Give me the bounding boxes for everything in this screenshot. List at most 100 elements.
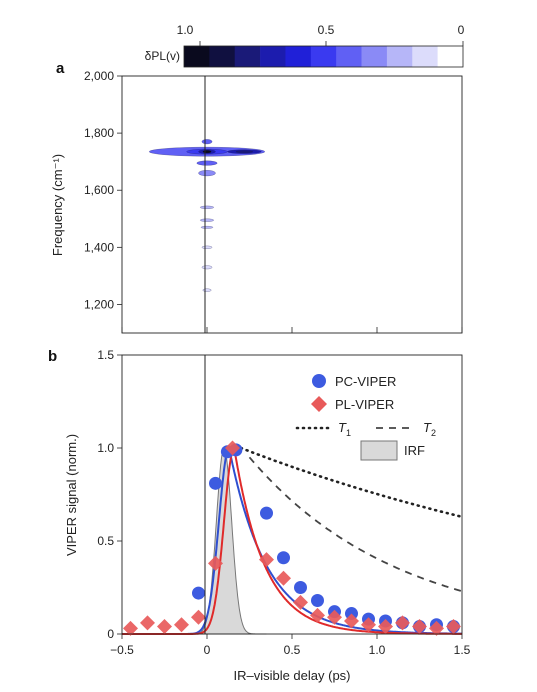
legend-irf-swatch — [360, 440, 398, 461]
pc-viper-point — [277, 551, 290, 565]
panel-b-frame — [121, 354, 463, 635]
x-tick-label: 0.5 — [284, 643, 301, 657]
colorbar-swatch — [209, 46, 236, 67]
colorbar-tick-label: 0.5 — [318, 23, 335, 37]
pl-viper-point — [344, 613, 359, 629]
panel-a-frame — [121, 75, 463, 334]
heatmap-contour — [199, 205, 214, 209]
panel-a-ylabel: Frequency (cm⁻¹) — [50, 154, 65, 256]
legend-pc-viper-label: PC-VIPER — [335, 374, 396, 389]
colorbar: δPL(v) 1.0 0.5 0 — [145, 23, 465, 68]
panel-b-y-axis: 0 0.5 1.0 1.5 — [97, 348, 122, 641]
x-tick-label: 0 — [204, 643, 211, 657]
heatmap-contour — [199, 218, 214, 222]
pl-viper-point — [157, 619, 172, 635]
heatmap-contour — [201, 265, 213, 270]
y-tick-label: 1,800 — [84, 126, 114, 140]
pl-viper-point — [327, 609, 342, 625]
pl-viper-point — [395, 615, 410, 631]
colorbar-swatch — [184, 46, 210, 67]
pl-viper-point — [310, 607, 325, 623]
colorbar-swatch — [234, 46, 261, 67]
y-tick-label: 2,000 — [84, 69, 114, 83]
panel-a-x-ticks — [121, 327, 463, 333]
panel-a: 1,200 1,400 1,600 1,800 2,000 Frequency (cm⁻… — [50, 69, 463, 334]
panel-a-y-axis: 1,200 1,400 1,600 1,800 2,000 — [84, 69, 122, 311]
x-tick-label: 1.0 — [369, 643, 386, 657]
legend-pl-viper-marker — [311, 396, 327, 412]
pl-viper-point — [276, 570, 291, 586]
x-tick-label: 1.5 — [454, 643, 471, 657]
colorbar-tick-label: 1.0 — [177, 23, 194, 37]
legend-t1-label: T1 — [338, 420, 351, 438]
colorbar-swatch — [260, 46, 286, 67]
panel-b-plot — [122, 440, 464, 636]
legend-pc-viper-marker — [312, 374, 326, 388]
pl-viper-point — [446, 619, 461, 635]
y-tick-label: 0 — [107, 627, 114, 641]
legend-t2-letter: T — [423, 420, 432, 435]
panel-b-ylabel: VIPER signal (norm.) — [64, 434, 79, 556]
colorbar-label: δPL(v) — [145, 49, 180, 63]
panel-a-label: a — [56, 60, 65, 77]
heatmap-contour — [198, 170, 216, 177]
pl-viper-point — [191, 609, 206, 625]
pl-viper-point — [174, 617, 189, 633]
pl-viper-point — [123, 620, 138, 636]
legend-t2-label: T2 — [423, 420, 436, 438]
pl-viper-point — [140, 615, 155, 631]
pl-viper-fit-line — [122, 446, 462, 635]
t1-decay-line — [239, 446, 464, 519]
panel-b-xlabel: IR–visible delay (ps) — [233, 668, 350, 683]
pl-viper-point — [259, 552, 274, 568]
y-tick-label: 1,600 — [84, 183, 114, 197]
colorbar-swatch — [412, 46, 438, 67]
heatmap-contours — [148, 139, 265, 292]
colorbar-swatch — [336, 46, 362, 67]
legend-t2-sub: 2 — [431, 428, 436, 438]
legend-t1-letter: T — [338, 420, 347, 435]
colorbar-swatches — [184, 46, 464, 67]
colorbar-swatch — [310, 46, 337, 67]
heatmap-contour — [201, 245, 213, 249]
colorbar-ticks: 1.0 0.5 0 — [177, 23, 465, 46]
x-tick-label: −0.5 — [110, 643, 134, 657]
pl-viper-point — [412, 619, 427, 635]
heatmap-contour — [201, 139, 213, 145]
pc-viper-point — [294, 581, 307, 594]
pl-viper-point — [293, 594, 308, 610]
pc-viper-point — [192, 586, 205, 600]
colorbar-swatch — [437, 46, 464, 67]
y-tick-label: 1.5 — [97, 348, 114, 362]
t2-decay-line — [248, 456, 463, 593]
colorbar-swatch — [386, 46, 413, 67]
pl-viper-point — [225, 440, 240, 456]
heatmap-contour — [202, 288, 212, 292]
y-tick-label: 1.0 — [97, 441, 114, 455]
colorbar-swatch — [285, 46, 312, 67]
pl-viper-point — [378, 619, 393, 635]
heatmap-contour — [202, 150, 212, 154]
pl-viper-point — [208, 555, 223, 571]
heatmap-contour — [196, 160, 218, 166]
heatmap-contour — [235, 150, 254, 154]
legend: PC-VIPER PL-VIPER T1 T2 IRF — [295, 374, 436, 461]
panel-b-x-axis: −0.5 0 0.5 1.0 1.5 — [110, 634, 471, 657]
y-tick-label: 1,400 — [84, 240, 114, 254]
colorbar-tick-label: 0 — [458, 23, 465, 37]
panel-b: 0 0.5 1.0 1.5 −0.5 0 0.5 1.0 1.5 VIPER signal (… — [64, 348, 471, 683]
panel-b-label: b — [48, 348, 57, 365]
legend-irf-label: IRF — [404, 443, 425, 458]
legend-t1-sub: 1 — [346, 428, 351, 438]
y-tick-label: 0.5 — [97, 534, 114, 548]
colorbar-frame — [183, 45, 464, 68]
pc-viper-point — [260, 506, 273, 520]
colorbar-swatch — [361, 46, 388, 67]
pc-viper-point — [311, 594, 324, 608]
pl-viper-point — [429, 620, 444, 636]
pl-viper-point — [361, 617, 376, 633]
pc-viper-point — [209, 476, 222, 490]
heatmap-contour — [200, 225, 214, 229]
legend-pl-viper-label: PL-VIPER — [335, 397, 394, 412]
